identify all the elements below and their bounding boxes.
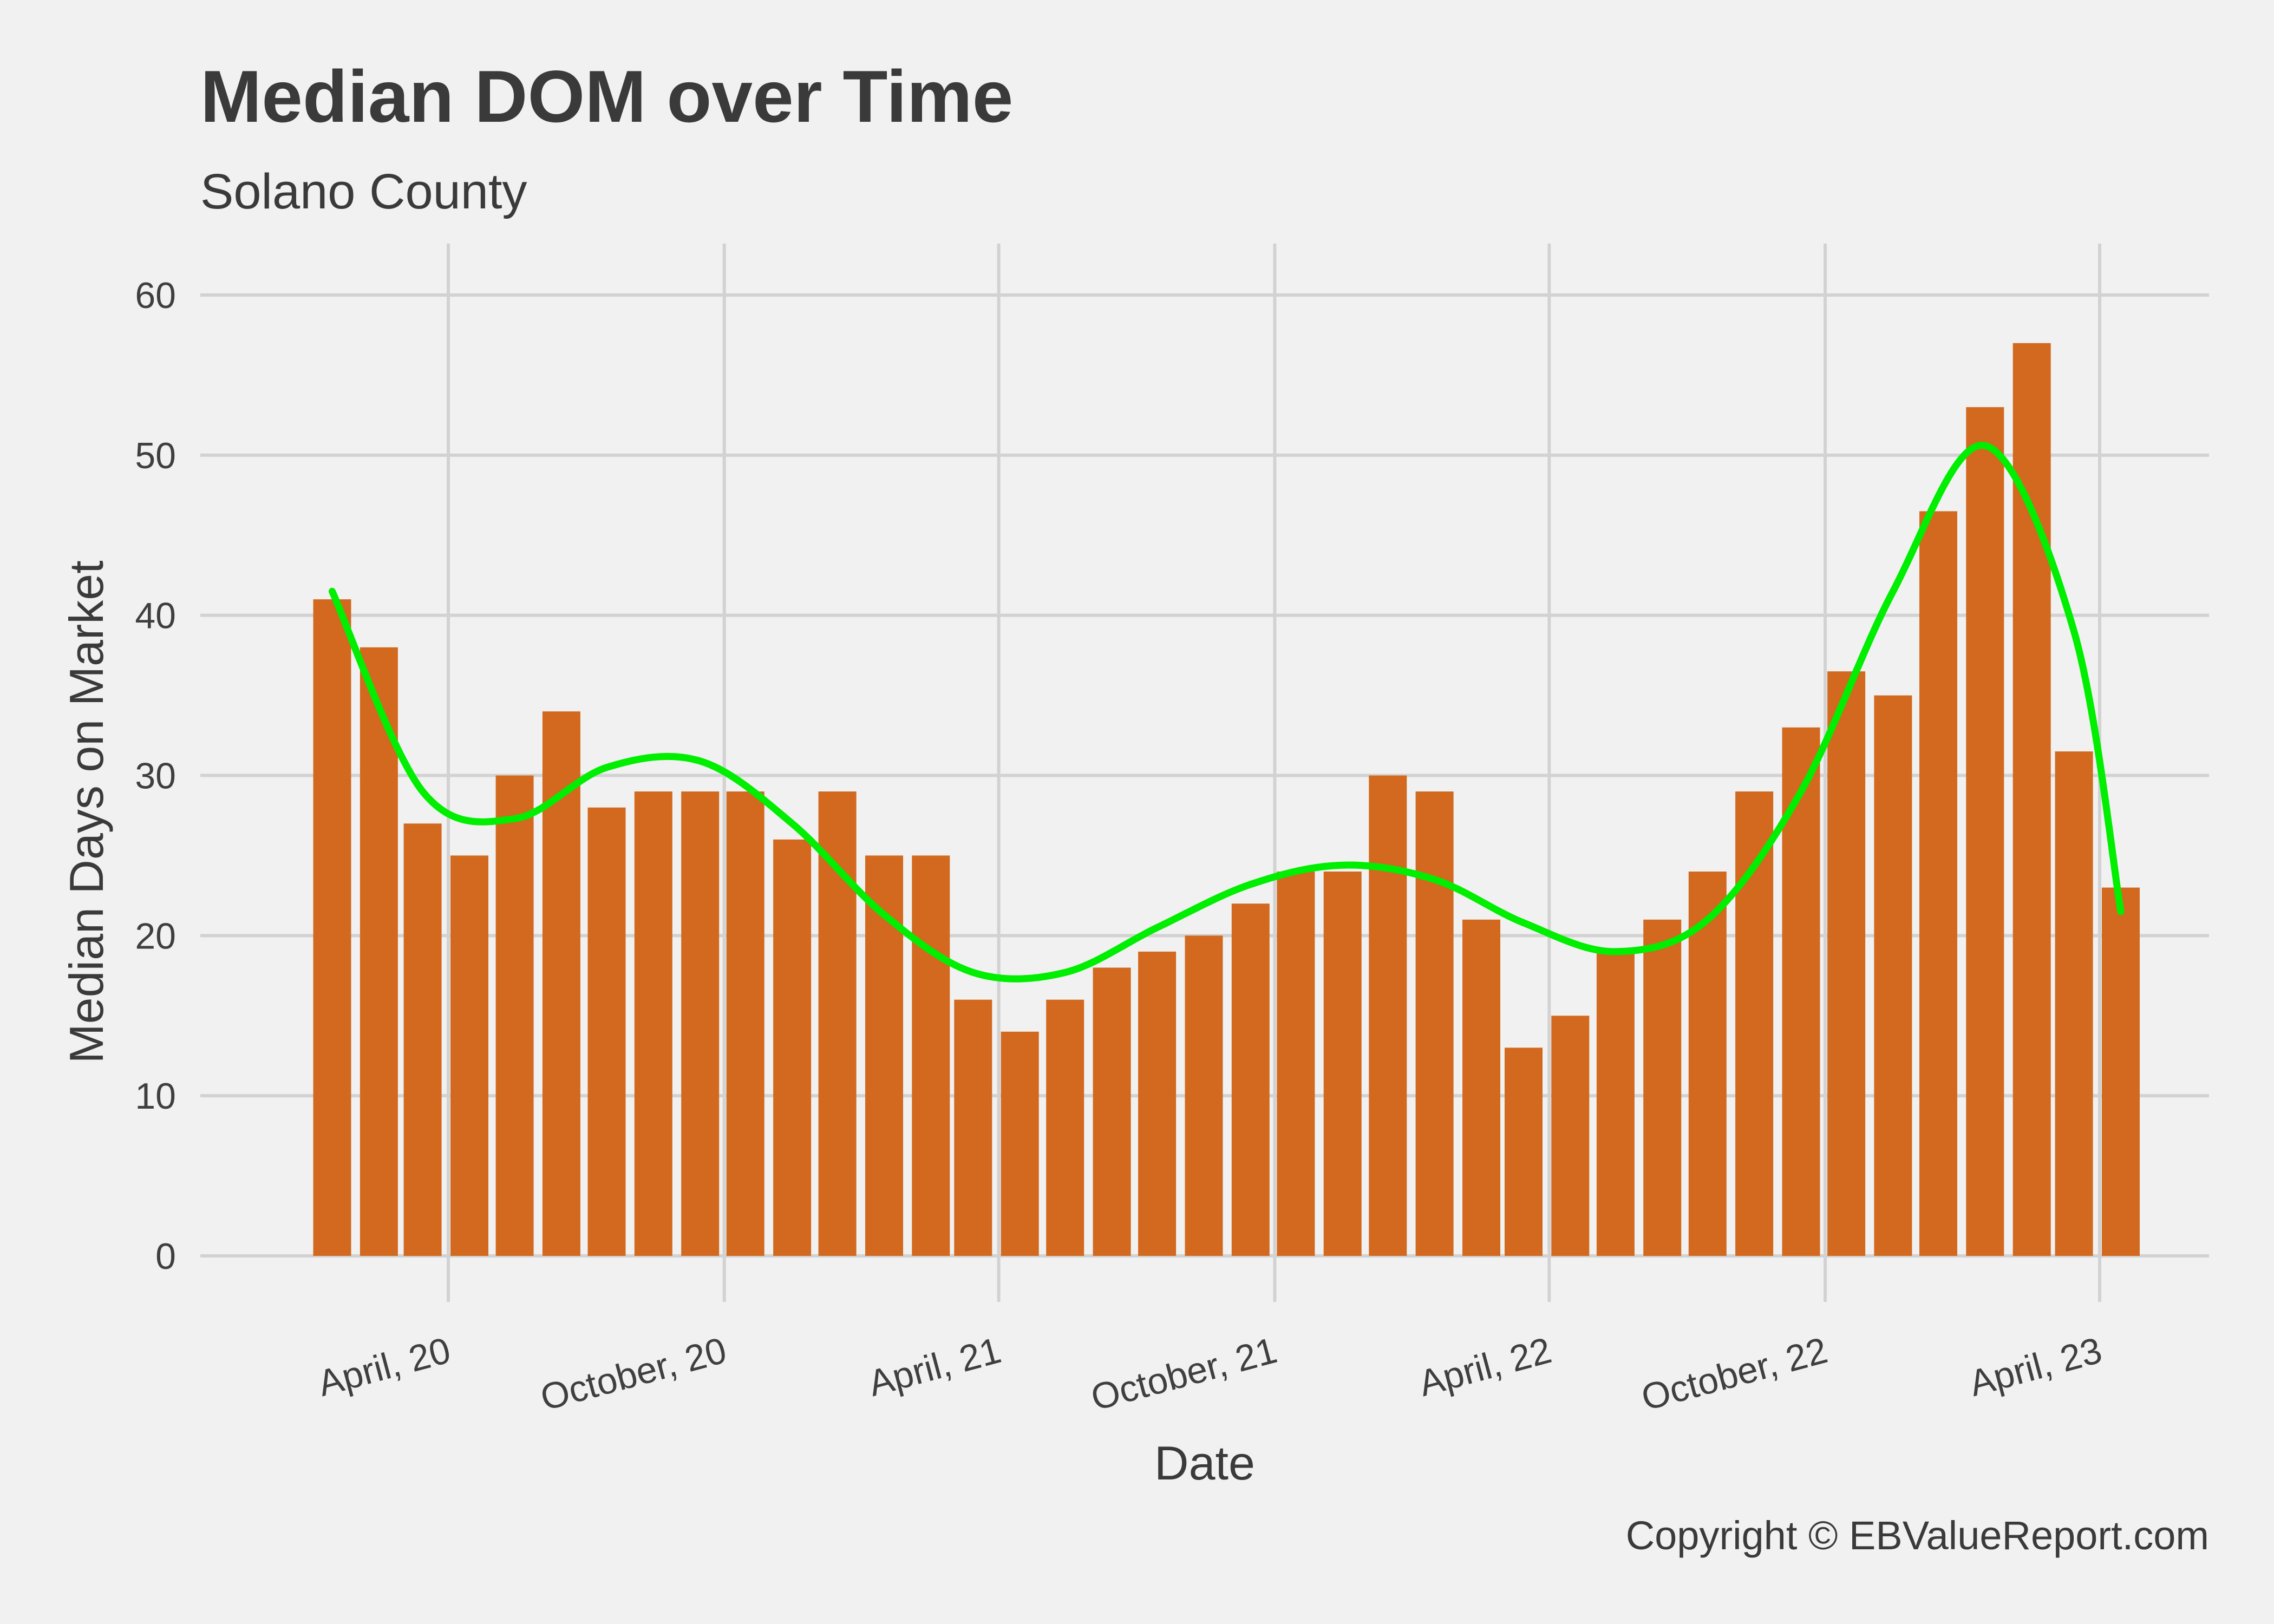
y-tick-label: 30	[135, 756, 176, 797]
x-tick-label: April, 22	[1415, 1330, 1556, 1404]
bar	[1874, 695, 1912, 1256]
y-axis-title: Median Days on Market	[60, 560, 113, 1063]
bar	[450, 855, 488, 1256]
y-tick-label: 20	[135, 915, 176, 957]
bar	[1138, 951, 1177, 1256]
bar	[360, 647, 398, 1256]
bar	[1919, 511, 1957, 1256]
bar	[1551, 1016, 1590, 1256]
bar	[773, 839, 812, 1256]
y-tick-labels: 0 10 20 30 40 50 60	[135, 275, 176, 1277]
bar	[1231, 903, 1270, 1256]
x-axis-title: Date	[1154, 1436, 1255, 1490]
trend-line	[329, 442, 2125, 983]
copyright-caption: Copyright © EBValueReport.com	[1626, 1513, 2209, 1558]
x-tick-labels: April, 20 October, 20 April, 21 October, 21…	[313, 1330, 2106, 1418]
bar	[2102, 887, 2140, 1256]
bar	[1643, 919, 1682, 1256]
bar	[1505, 1047, 1543, 1256]
bar	[681, 791, 720, 1256]
bar	[1596, 951, 1635, 1256]
x-tick-label: April, 21	[864, 1330, 1005, 1404]
bar	[495, 775, 534, 1256]
bar	[313, 599, 351, 1256]
bar	[726, 791, 764, 1256]
chart-subtitle: Solano County	[200, 164, 527, 219]
x-tick-label: April, 20	[313, 1330, 455, 1404]
bars	[313, 343, 2140, 1256]
bar	[1688, 872, 1727, 1256]
bar	[912, 855, 950, 1256]
bar	[818, 791, 857, 1256]
y-tick-label: 50	[135, 435, 176, 476]
x-tick-label: April, 23	[1965, 1330, 2106, 1404]
bar	[1369, 775, 1407, 1256]
y-tick-label: 60	[135, 275, 176, 316]
bar	[2012, 343, 2051, 1256]
bar	[1966, 407, 2004, 1256]
x-tick-label: October, 21	[1087, 1330, 1281, 1418]
bar	[587, 807, 626, 1256]
bar	[1827, 671, 1866, 1256]
y-tick-label: 40	[135, 595, 176, 637]
bar	[954, 999, 992, 1256]
bar	[1277, 872, 1315, 1256]
chart-title: Median DOM over Time	[200, 55, 1013, 137]
bar	[1323, 872, 1362, 1256]
y-tick-label: 10	[135, 1076, 176, 1117]
bar	[1782, 727, 1820, 1256]
x-tick-label: October, 20	[536, 1330, 730, 1418]
bar	[1185, 935, 1223, 1256]
x-tick-label: October, 22	[1637, 1330, 1832, 1418]
bar	[1415, 791, 1454, 1256]
bar	[1462, 919, 1500, 1256]
bar	[1046, 999, 1084, 1256]
bar	[403, 823, 442, 1256]
y-tick-label: 0	[155, 1236, 176, 1277]
bar	[1093, 967, 1131, 1256]
bar	[2055, 751, 2093, 1256]
bar	[1001, 1031, 1039, 1256]
bar	[634, 791, 672, 1256]
